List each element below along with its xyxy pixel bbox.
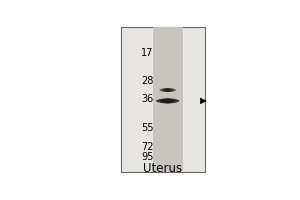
Ellipse shape [156, 98, 179, 103]
Ellipse shape [164, 98, 171, 103]
Text: 28: 28 [141, 76, 154, 86]
Text: 36: 36 [142, 94, 154, 104]
Ellipse shape [162, 88, 173, 92]
Text: Uterus: Uterus [143, 162, 183, 175]
Bar [121, 27, 205, 172]
Ellipse shape [160, 98, 175, 103]
Ellipse shape [165, 88, 170, 92]
Text: 95: 95 [141, 152, 154, 162]
Ellipse shape [160, 88, 176, 92]
Text: 17: 17 [141, 48, 154, 58]
Text: 55: 55 [141, 123, 154, 133]
Text: 72: 72 [141, 142, 154, 152]
Bar [153, 27, 183, 172]
